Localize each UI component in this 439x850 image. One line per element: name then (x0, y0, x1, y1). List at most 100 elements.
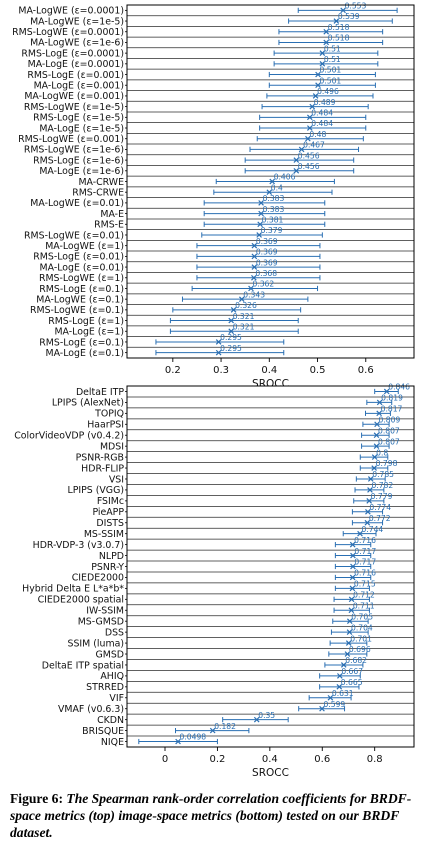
row-label: NLPD (99, 551, 124, 562)
point-marker (357, 530, 363, 537)
point-marker (306, 125, 313, 131)
data-label: 0.368 (255, 269, 277, 278)
data-label: 0.51 (324, 55, 341, 64)
point-marker (383, 388, 390, 395)
data-label: 0.665 (341, 678, 363, 687)
data-label: 0.744 (362, 525, 384, 534)
row-label: RMS-LogE (ε=1) (48, 316, 124, 327)
data-label: 0.383 (263, 194, 285, 203)
point-marker (327, 694, 334, 701)
row-label: RMS-LogWE (ε=0.01) (24, 230, 124, 241)
point-marker (228, 317, 235, 324)
data-label: 0.711 (353, 601, 375, 610)
point-marker (349, 574, 356, 581)
point-marker (251, 264, 258, 270)
row-label: DISTS (96, 518, 124, 529)
data-label: 0.295 (220, 333, 242, 342)
point-marker (215, 349, 222, 356)
point-marker (323, 39, 330, 46)
row-label: MA-LogE (ε=0.1) (46, 348, 124, 359)
point-marker (371, 465, 377, 471)
point-marker (340, 662, 347, 668)
data-label: 0.456 (298, 162, 320, 171)
row-label: PSNR-RGB (76, 452, 124, 463)
row-label: HaarPSI (87, 420, 124, 431)
row-label: PSNR-Y (91, 562, 124, 573)
point-marker (364, 519, 371, 526)
data-label: 0.809 (379, 415, 401, 424)
data-label: 0.772 (369, 514, 391, 523)
data-label: 0.501 (320, 76, 342, 85)
point-marker (348, 607, 355, 614)
row-label: MA-E (100, 209, 124, 220)
point-marker (253, 716, 260, 723)
data-label: 0.631 (332, 689, 354, 698)
row-label: MA-LogE (ε=0.0001) (28, 59, 124, 70)
data-label: 0.51 (324, 44, 341, 53)
point-marker (346, 629, 353, 635)
row-label: RMS-LogE (ε=0.1) (39, 284, 124, 295)
row-label: MA-LogWE (ε=0.1) (36, 294, 124, 305)
point-marker (309, 103, 316, 110)
point-marker (293, 167, 300, 174)
row-label: RMS-LogWE (ε=0.0001) (12, 27, 124, 38)
row-label: PieAPP (92, 507, 124, 518)
point-marker (371, 454, 378, 460)
data-label: 0.369 (256, 248, 278, 257)
axes-frame (126, 4, 415, 359)
data-label: 0.518 (328, 34, 350, 43)
row-label: RMS-LogWE (ε=1e-5) (24, 102, 124, 113)
data-label: 0.819 (381, 394, 403, 403)
data-label: 0.782 (371, 481, 393, 490)
data-label: 0.48 (309, 130, 326, 139)
data-label: 0.774 (369, 503, 391, 512)
point-marker (269, 178, 276, 185)
row-label: RMS-LogWE (ε=0.001) (18, 134, 124, 145)
data-label: 0.295 (220, 344, 242, 353)
point-marker (319, 50, 326, 56)
row-label: MA-LogWE (ε=0.001) (24, 91, 124, 102)
data-label: 0.785 (372, 470, 394, 479)
row-label: RMS-LogWE (ε=0.1) (30, 305, 124, 316)
data-label: 0.539 (338, 12, 360, 21)
point-marker (337, 673, 343, 679)
point-marker (345, 640, 352, 646)
point-marker (367, 476, 374, 482)
point-marker (366, 498, 373, 504)
row-label: IW-SSIM (86, 606, 124, 617)
x-axis-title: SROCC (252, 767, 289, 779)
data-label: 0.717 (354, 547, 376, 556)
point-marker (376, 410, 382, 417)
data-label: 0.369 (256, 258, 278, 267)
row-label: MA-LogE (ε=0.001) (34, 81, 124, 92)
data-label: 0.8 (376, 448, 388, 457)
row-label: MS-GMSD (78, 616, 124, 627)
x-tick-label: 0.3 (213, 365, 229, 376)
point-marker (365, 508, 371, 515)
point-marker (349, 541, 356, 548)
image-space-chart: 0 0.2 0.4 0.6 0.8 SROCC DeltaE ITP 0.846 LPIPS (… (14, 383, 415, 779)
data-label: 0.456 (298, 151, 320, 160)
row-label: RMS-LogE (ε=1e-5) (33, 113, 124, 124)
data-label: 0.716 (354, 536, 376, 545)
row-label: LPIPS (VGG) (68, 485, 124, 496)
data-label: 0.599 (324, 700, 346, 709)
point-marker (333, 18, 340, 24)
data-label: 0.501 (320, 66, 342, 75)
row-label: RMS-LogE (ε=0.01) (33, 252, 124, 263)
data-label: 0.807 (378, 426, 400, 435)
data-label: 0.383 (263, 205, 285, 214)
point-marker (258, 210, 264, 217)
point-marker (323, 28, 330, 35)
row-label: RMS-LogE (ε=1e-6) (33, 155, 124, 166)
row-label: MA-LogWE (ε=0.01) (30, 198, 124, 209)
data-label: 0.817 (381, 405, 403, 414)
point-marker (209, 727, 216, 734)
point-marker (319, 61, 326, 67)
axes-frame (126, 385, 415, 748)
data-label: 0.704 (351, 623, 373, 632)
data-label: 0.4 (271, 183, 283, 192)
row-label: RMS-LogE (ε=0.1) (39, 337, 124, 348)
point-marker (346, 618, 353, 625)
